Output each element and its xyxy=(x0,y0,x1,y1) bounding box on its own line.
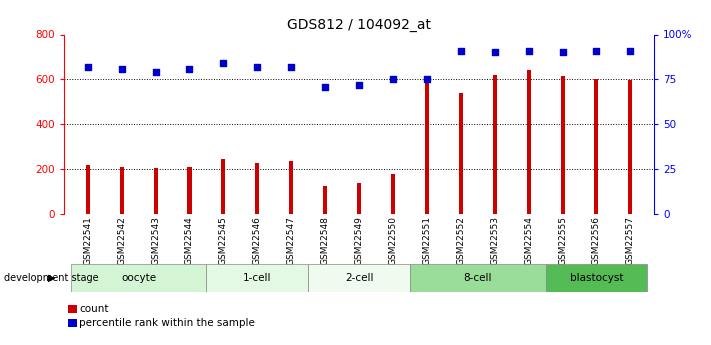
Point xyxy=(625,48,636,53)
Bar xyxy=(357,183,361,214)
Text: GSM22557: GSM22557 xyxy=(626,216,635,265)
Point xyxy=(523,48,535,53)
Text: GSM22551: GSM22551 xyxy=(422,216,432,265)
Bar xyxy=(493,75,497,214)
Text: GSM22545: GSM22545 xyxy=(219,216,228,265)
Bar xyxy=(255,163,260,214)
Text: GSM22541: GSM22541 xyxy=(83,216,92,265)
Text: GSM22544: GSM22544 xyxy=(185,216,194,265)
Point xyxy=(557,50,568,55)
Point xyxy=(387,77,399,82)
Bar xyxy=(594,79,599,214)
Point xyxy=(353,82,365,88)
Point xyxy=(591,48,602,53)
Text: 2-cell: 2-cell xyxy=(345,273,373,283)
Bar xyxy=(86,165,90,214)
Title: GDS812 / 104092_at: GDS812 / 104092_at xyxy=(287,18,431,32)
Text: GSM22553: GSM22553 xyxy=(490,216,499,265)
Bar xyxy=(71,264,206,292)
Bar xyxy=(410,264,545,292)
Text: oocyte: oocyte xyxy=(121,273,156,283)
Text: percentile rank within the sample: percentile rank within the sample xyxy=(79,318,255,328)
Text: GSM22552: GSM22552 xyxy=(456,216,465,265)
Point xyxy=(218,60,229,66)
Text: ▶: ▶ xyxy=(48,273,55,283)
Point xyxy=(252,64,263,70)
Bar xyxy=(119,167,124,214)
Text: GSM22546: GSM22546 xyxy=(253,216,262,265)
Text: count: count xyxy=(79,304,108,314)
Point xyxy=(421,77,432,82)
Bar xyxy=(629,80,632,214)
Bar xyxy=(154,168,158,214)
Text: GSM22543: GSM22543 xyxy=(151,216,160,265)
Bar xyxy=(289,161,293,214)
Text: GSM22556: GSM22556 xyxy=(592,216,601,265)
Text: GSM22555: GSM22555 xyxy=(558,216,567,265)
Point xyxy=(286,64,297,70)
Bar xyxy=(308,264,410,292)
Bar xyxy=(221,159,225,214)
Point xyxy=(489,50,501,55)
Text: GSM22550: GSM22550 xyxy=(388,216,397,265)
Bar xyxy=(323,186,327,214)
Point xyxy=(116,66,127,71)
Point xyxy=(82,64,93,70)
Text: GSM22549: GSM22549 xyxy=(355,216,363,265)
Text: 1-cell: 1-cell xyxy=(243,273,272,283)
Bar xyxy=(560,76,565,214)
Bar xyxy=(459,93,463,214)
Text: GSM22548: GSM22548 xyxy=(321,216,330,265)
Text: GSM22542: GSM22542 xyxy=(117,216,126,265)
Bar xyxy=(425,76,429,214)
Point xyxy=(319,84,331,89)
Text: GSM22547: GSM22547 xyxy=(287,216,296,265)
Text: development stage: development stage xyxy=(4,273,98,283)
Point xyxy=(455,48,466,53)
Bar xyxy=(188,167,191,214)
Point xyxy=(150,69,161,75)
Bar xyxy=(545,264,647,292)
Bar xyxy=(206,264,308,292)
Bar xyxy=(527,70,530,214)
Text: blastocyst: blastocyst xyxy=(570,273,624,283)
Text: GSM22554: GSM22554 xyxy=(524,216,533,265)
Text: 8-cell: 8-cell xyxy=(464,273,492,283)
Point xyxy=(183,66,195,71)
Bar xyxy=(391,174,395,214)
